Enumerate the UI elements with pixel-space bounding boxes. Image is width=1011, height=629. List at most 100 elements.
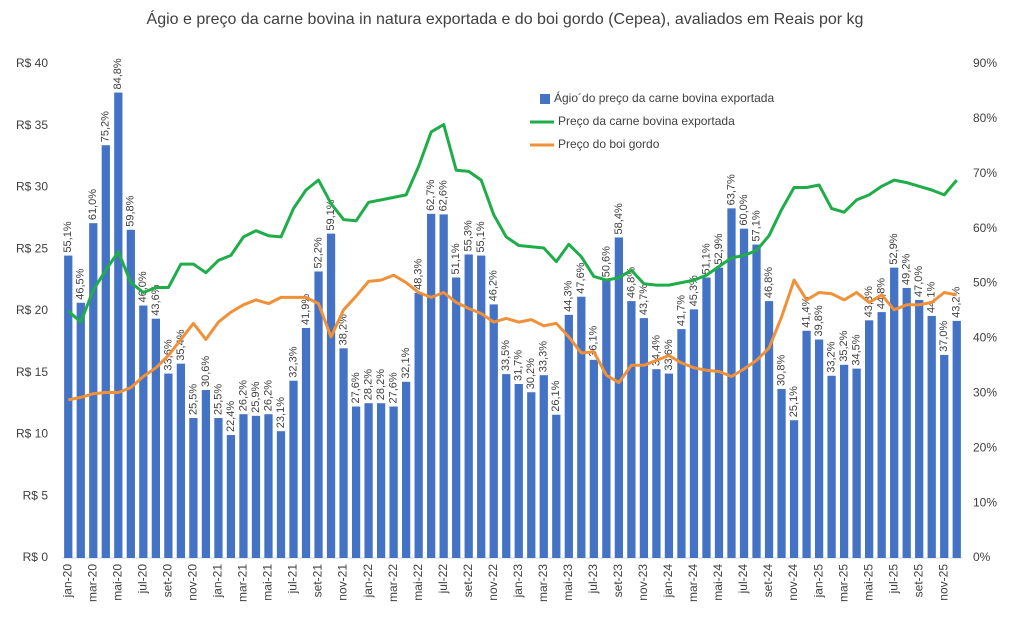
x-tick-label: jul-25: [886, 564, 900, 595]
bar: [376, 403, 386, 558]
bar: [764, 301, 774, 558]
data-label: 26,2%: [237, 380, 249, 411]
data-label: 48,3%: [413, 258, 425, 289]
bar: [677, 329, 686, 558]
data-label: 41,4%: [800, 296, 812, 327]
data-label: 59,8%: [125, 195, 137, 226]
x-tick-label: mar-23: [536, 564, 550, 602]
data-label: 63,7%: [725, 174, 737, 205]
legend-label: Ágio´do preço da carne bovina exportada: [554, 90, 774, 105]
bar: [489, 304, 498, 558]
y2-tick-label: 10%: [973, 495, 997, 509]
x-tick-label: jan-20: [60, 564, 74, 599]
bar: [577, 296, 586, 558]
bar: [727, 208, 736, 558]
x-tick-label: mai-23: [561, 564, 575, 601]
bar: [402, 381, 411, 558]
bar: [614, 237, 623, 558]
y2-tick-label: 70%: [973, 166, 997, 180]
y2-tick-label: 80%: [973, 111, 997, 125]
x-tick-label: jul-22: [436, 564, 450, 595]
data-label: 46,8%: [763, 267, 775, 298]
bar: [151, 318, 160, 558]
bar: [552, 414, 561, 558]
y-tick-label: R$ 10: [16, 427, 48, 441]
bar: [264, 414, 273, 558]
data-label: 25,5%: [212, 384, 224, 415]
x-tick-label: mar-22: [386, 564, 400, 602]
bar: [752, 244, 761, 558]
y2-tick-label: 60%: [973, 221, 997, 235]
x-tick-label: jan-25: [811, 564, 825, 599]
x-tick-label: mai-21: [261, 564, 275, 601]
bar: [940, 354, 949, 558]
line: [68, 273, 957, 402]
y-tick-label: R$ 15: [16, 365, 48, 379]
x-tick-label: set-22: [461, 564, 475, 598]
x-tick-label: mai-22: [411, 564, 425, 601]
data-label: 25,9%: [250, 381, 262, 412]
x-tick-label: mar-20: [85, 564, 99, 602]
bar: [652, 369, 661, 558]
data-label: 26,1%: [550, 380, 562, 411]
data-label: 38,2%: [337, 314, 349, 345]
bar: [314, 271, 323, 558]
data-label: 31,7%: [513, 350, 525, 381]
x-tick-label: nov-24: [786, 564, 800, 601]
x-tick-label: mar-21: [236, 564, 250, 602]
data-label: 55,1%: [62, 221, 74, 252]
data-label: 57,1%: [750, 210, 762, 241]
x-tick-label: nov-23: [636, 564, 650, 601]
bar: [839, 364, 849, 558]
data-label: 50,6%: [600, 246, 612, 277]
x-tick-label: jul-24: [736, 564, 750, 595]
bar: [414, 292, 423, 558]
bar: [114, 92, 123, 558]
bar: [689, 309, 699, 558]
bar: [101, 145, 110, 559]
bar: [827, 375, 836, 558]
bar: [189, 418, 198, 558]
x-tick-label: jul-20: [136, 564, 150, 595]
bar: [589, 359, 598, 558]
bar: [326, 233, 336, 558]
line: [67, 123, 958, 324]
data-label: 25,1%: [788, 386, 800, 417]
x-tick-label: set-20: [161, 564, 175, 598]
data-label: 62,6%: [438, 180, 450, 211]
bar: [89, 223, 98, 558]
data-label: 39,8%: [813, 305, 825, 336]
bar: [464, 254, 473, 558]
bar: [915, 300, 924, 558]
bar: [214, 418, 223, 558]
data-label: 43,7%: [638, 284, 650, 315]
bar: [239, 414, 248, 558]
bar: [502, 374, 511, 558]
data-label: 22,4%: [225, 401, 237, 432]
data-label: 49,2%: [901, 254, 913, 285]
data-label: 41,7%: [675, 295, 687, 326]
data-label: 43,6%: [150, 284, 162, 315]
bar: [477, 255, 486, 558]
bar: [602, 280, 611, 558]
bar: [276, 431, 286, 558]
bar: [739, 228, 749, 558]
bar: [201, 390, 211, 558]
bar: [389, 406, 398, 558]
y2-tick-label: 40%: [973, 331, 997, 345]
bar: [777, 388, 786, 558]
data-label: 51,1%: [700, 243, 712, 274]
bar: [902, 287, 911, 558]
x-tick-label: nov-22: [486, 564, 500, 601]
y2-tick-label: 50%: [973, 276, 997, 290]
bar: [164, 373, 173, 558]
data-label: 30,6%: [200, 356, 212, 387]
data-label: 33,5%: [500, 340, 512, 371]
legend-swatch: [540, 94, 550, 104]
bar: [639, 318, 649, 558]
bar: [176, 363, 186, 558]
bar: [789, 420, 799, 558]
x-tick-label: nov-25: [936, 564, 950, 601]
data-label: 28,2%: [362, 369, 374, 400]
